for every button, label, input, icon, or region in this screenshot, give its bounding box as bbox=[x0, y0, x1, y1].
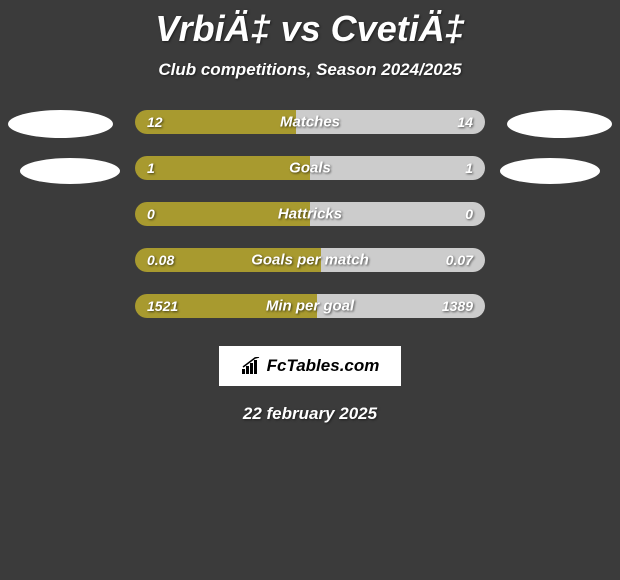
stat-row: Goals per match 0.08 0.07 bbox=[135, 248, 485, 272]
stat-label: Min per goal bbox=[266, 298, 354, 315]
footer-date: 22 february 2025 bbox=[243, 404, 377, 424]
page-subtitle: Club competitions, Season 2024/2025 bbox=[158, 60, 461, 80]
ellipse-row1-right bbox=[507, 110, 612, 138]
stat-label: Goals bbox=[289, 160, 331, 177]
logo-text: FcTables.com bbox=[267, 356, 380, 376]
stat-value-right: 0.07 bbox=[446, 252, 473, 268]
stat-value-right: 0 bbox=[465, 206, 473, 222]
stat-rows: Matches 12 14 Goals 1 1 Hattricks 0 0 Goals per m… bbox=[135, 110, 485, 318]
stat-row: Goals 1 1 bbox=[135, 156, 485, 180]
stat-value-right: 1 bbox=[465, 160, 473, 176]
page-title: VrbiÄ‡ vs CvetiÄ‡ bbox=[155, 8, 464, 50]
stat-label: Matches bbox=[280, 114, 340, 131]
bar-left bbox=[135, 156, 310, 180]
chart-icon bbox=[241, 357, 263, 375]
ellipse-row1-left bbox=[8, 110, 113, 138]
stat-value-right: 14 bbox=[457, 114, 473, 130]
stat-value-left: 0.08 bbox=[147, 252, 174, 268]
stat-value-left: 12 bbox=[147, 114, 163, 130]
stat-row: Min per goal 1521 1389 bbox=[135, 294, 485, 318]
stat-label: Goals per match bbox=[251, 252, 369, 269]
stat-row: Matches 12 14 bbox=[135, 110, 485, 134]
ellipse-row2-right bbox=[500, 158, 600, 184]
bar-right bbox=[310, 156, 485, 180]
stat-value-right: 1389 bbox=[442, 298, 473, 314]
logo-box: FcTables.com bbox=[219, 346, 402, 386]
stat-label: Hattricks bbox=[278, 206, 342, 223]
stat-row: Hattricks 0 0 bbox=[135, 202, 485, 226]
stats-area: Matches 12 14 Goals 1 1 Hattricks 0 0 Goals per m… bbox=[0, 110, 620, 318]
stat-value-left: 1 bbox=[147, 160, 155, 176]
ellipse-row2-left bbox=[20, 158, 120, 184]
stat-value-left: 1521 bbox=[147, 298, 178, 314]
stat-value-left: 0 bbox=[147, 206, 155, 222]
